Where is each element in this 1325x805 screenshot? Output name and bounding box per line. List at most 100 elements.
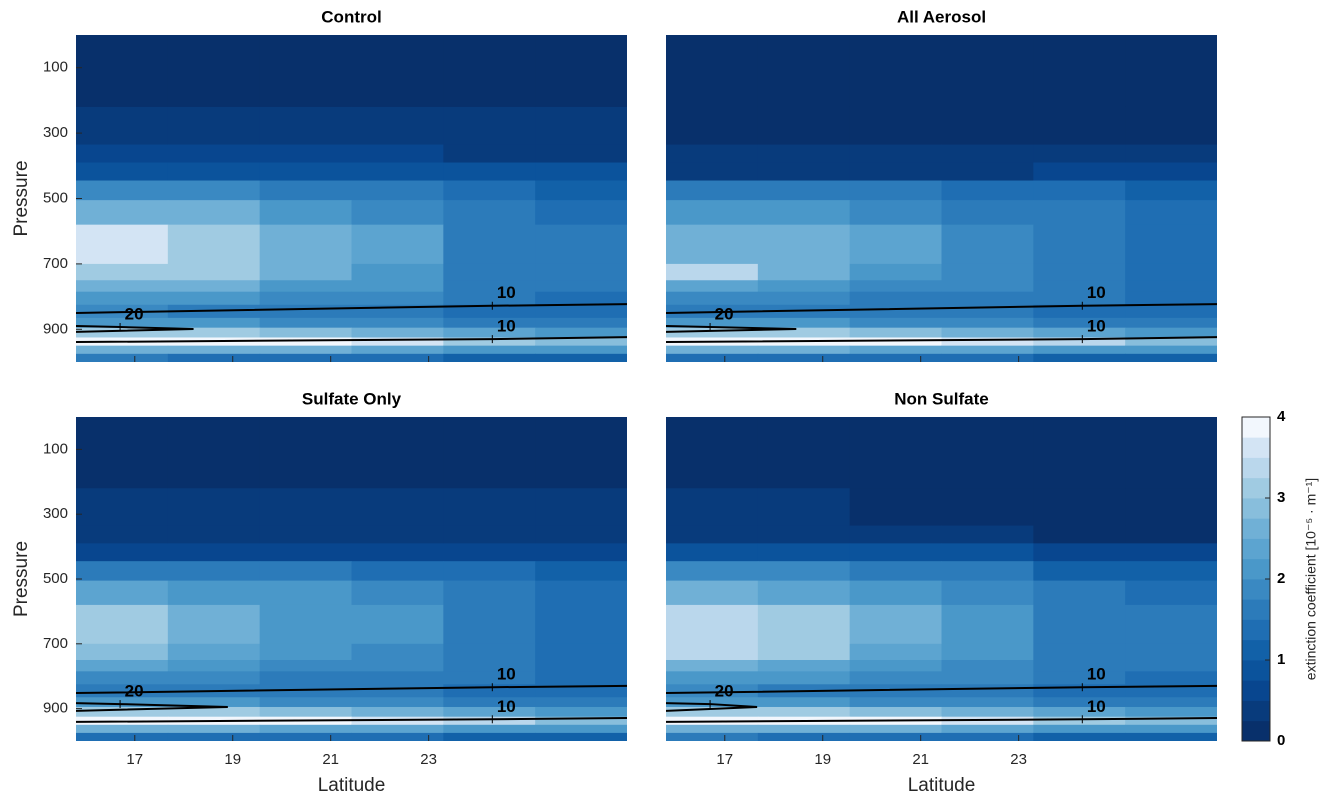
heat-cell (849, 162, 942, 182)
heat-cell (757, 353, 851, 362)
heat-cell (1125, 697, 1217, 708)
heat-cell (76, 345, 169, 355)
contour-line (666, 325, 797, 333)
heat-cell (76, 643, 169, 661)
colorbar-swatch (1242, 417, 1270, 438)
heat-cell (1033, 345, 1126, 355)
heat-cell (259, 488, 352, 527)
heat-cell (1033, 417, 1126, 489)
heat-cell (443, 353, 536, 362)
heat-cell (259, 684, 352, 698)
colorbar-swatch (1242, 680, 1270, 701)
heat-cell (941, 263, 1034, 281)
heat-cell (1033, 317, 1126, 329)
contour-label: 10 (497, 697, 516, 716)
heat-cell (941, 684, 1034, 698)
contour-label: 20 (125, 304, 144, 323)
heat-cell (941, 716, 1034, 726)
heat-cell (167, 671, 261, 685)
heat-cell (849, 291, 942, 306)
heat-cell (666, 144, 759, 164)
heat-cell (167, 561, 261, 582)
contour-line (666, 702, 758, 712)
heat-cell (443, 697, 536, 708)
plot-area (76, 35, 627, 362)
heat-cell (76, 488, 169, 527)
heat-cell (76, 35, 169, 108)
heat-cell (351, 417, 444, 489)
heat-cell (443, 604, 536, 645)
heat-cell (849, 732, 942, 741)
heat-cell (757, 706, 851, 718)
heat-cell (941, 706, 1034, 718)
y-axis-label: Pressure (11, 541, 32, 617)
heat-cell (849, 106, 942, 146)
heat-cell (259, 263, 352, 281)
panel-title: Sulfate Only (302, 389, 402, 408)
heat-cell (351, 106, 444, 146)
y-axis-label: Pressure (11, 160, 32, 236)
heat-cell (1125, 671, 1217, 685)
heat-cell (1033, 724, 1126, 734)
heat-cell (535, 724, 627, 734)
heat-cell (167, 660, 261, 672)
heat-cell (1033, 660, 1126, 672)
heat-cell (259, 317, 352, 329)
heat-cell (167, 291, 261, 306)
heat-cell (757, 106, 851, 146)
heat-cell (757, 280, 851, 293)
heat-cell (167, 327, 261, 338)
contour-label: 10 (497, 317, 516, 336)
heat-cell (351, 327, 444, 338)
heat-cell (666, 35, 759, 108)
heat-cell (259, 580, 352, 606)
y-tick-label: 300 (43, 505, 68, 522)
heat-cell (535, 263, 627, 281)
heat-cell (351, 280, 444, 293)
heat-cell (535, 671, 627, 685)
heat-cell (259, 337, 352, 347)
heat-cell (757, 732, 851, 741)
heat-cell (351, 660, 444, 672)
colorbar-swatch (1242, 579, 1270, 600)
heat-cell (1033, 561, 1126, 582)
heat-cell (941, 543, 1034, 562)
heat-cell (351, 345, 444, 355)
heat-cell (259, 224, 352, 265)
heat-cell (351, 697, 444, 708)
heat-cell (1033, 280, 1126, 293)
heat-cell (666, 660, 759, 672)
heat-cell (849, 543, 942, 562)
heat-cell (76, 732, 169, 741)
heat-cell (1125, 327, 1217, 338)
heat-cell (259, 291, 352, 306)
heat-cell (167, 724, 261, 734)
heat-cell (849, 180, 942, 201)
heat-cell (757, 660, 851, 672)
heat-cell (535, 488, 627, 527)
heat-cell (535, 337, 627, 347)
heat-cell (76, 724, 169, 734)
heat-cell (666, 580, 759, 606)
heat-cell (941, 180, 1034, 201)
heat-cell (535, 732, 627, 741)
x-tick-label: 17 (126, 751, 143, 768)
heat-cell (941, 525, 1034, 544)
heat-cell (535, 543, 627, 562)
heat-cell (443, 327, 536, 338)
colorbar-swatch (1242, 457, 1270, 479)
heat-cell (443, 660, 536, 672)
x-tick-label: 23 (1010, 751, 1027, 768)
heat-cell (535, 643, 627, 661)
heat-cell (1125, 224, 1217, 265)
heat-cell (757, 291, 851, 306)
heat-cell (757, 697, 851, 708)
colorbar-swatch (1242, 498, 1270, 519)
heat-cell (443, 417, 536, 489)
x-tick-label: 19 (814, 751, 831, 768)
heat-cell (76, 327, 169, 338)
heat-cell (666, 162, 759, 182)
heat-cell (351, 263, 444, 281)
heat-cell (535, 200, 627, 226)
contour-label: 10 (497, 283, 516, 302)
